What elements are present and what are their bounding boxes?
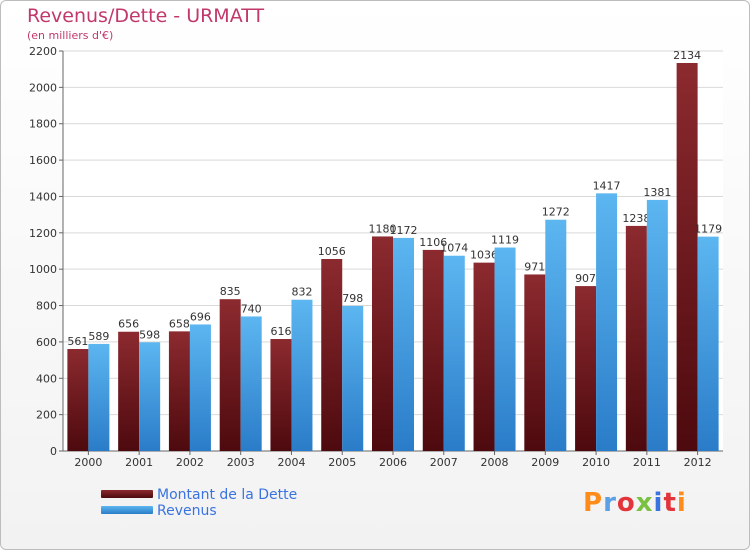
data-label-revenus: 1119 — [491, 234, 519, 247]
y-tick-label: 200 — [36, 409, 57, 422]
chart-title: Revenus/Dette - URMATT — [27, 5, 265, 27]
x-tick-label: 2000 — [74, 456, 102, 469]
bar-dette — [67, 349, 89, 451]
x-tick-label: 2007 — [430, 456, 458, 469]
proxiti-logo: Proxiti — [583, 488, 687, 518]
data-label-revenus: 598 — [139, 328, 160, 341]
data-label-dette: 616 — [270, 325, 291, 338]
y-tick-label: 400 — [36, 372, 57, 385]
logo-letter: t — [663, 488, 677, 518]
bar-dette — [422, 249, 444, 451]
data-label-dette: 907 — [575, 272, 596, 285]
data-label-revenus: 589 — [88, 330, 109, 343]
y-tick-label: 2200 — [29, 45, 57, 58]
data-label-revenus: 1074 — [440, 242, 468, 255]
data-label-revenus: 1172 — [390, 224, 418, 237]
y-tick-label: 0 — [50, 445, 57, 458]
bar-revenus — [291, 299, 313, 451]
bar-dette — [118, 331, 140, 451]
data-label-dette: 1238 — [622, 212, 650, 225]
bar-dette — [372, 236, 393, 451]
logo-letter: o — [616, 488, 636, 518]
bar-revenus — [443, 255, 465, 451]
data-label-dette: 1106 — [419, 236, 447, 249]
data-label-dette: 2134 — [673, 49, 701, 62]
legend-swatch-dette — [101, 490, 153, 498]
y-tick-label: 1800 — [29, 118, 57, 131]
data-label-dette: 1036 — [470, 249, 498, 262]
x-tick-label: 2006 — [379, 456, 407, 469]
data-label-revenus: 696 — [190, 310, 211, 323]
bar-revenus — [189, 324, 211, 451]
bar-dette — [321, 259, 343, 451]
data-label-dette: 835 — [220, 285, 241, 298]
bar-revenus — [545, 219, 567, 451]
x-tick-label: 2012 — [684, 456, 712, 469]
data-label-dette: 1180 — [369, 222, 397, 235]
y-tick-label: 800 — [36, 300, 57, 313]
bar-revenus — [342, 305, 364, 451]
bar-dette — [219, 299, 241, 451]
logo-letter: P — [583, 488, 604, 518]
bar-dette — [270, 339, 292, 451]
x-tick-label: 2001 — [125, 456, 153, 469]
y-tick-label: 1600 — [29, 154, 57, 167]
bar-dette — [625, 225, 647, 451]
bar-dette — [168, 331, 190, 451]
data-label-dette: 561 — [67, 335, 88, 348]
x-tick-label: 2004 — [277, 456, 305, 469]
logo-letter: i — [676, 488, 687, 518]
data-label-dette: 658 — [169, 317, 190, 330]
y-tick-label: 1200 — [29, 227, 57, 240]
data-label-revenus: 1381 — [643, 186, 671, 199]
logo-letter: x — [635, 488, 654, 518]
data-label-dette: 1056 — [318, 245, 346, 258]
bar-revenus — [393, 237, 414, 451]
y-tick-label: 2000 — [29, 81, 57, 94]
data-label-dette: 971 — [524, 260, 545, 273]
legend-label-dette: Montant de la Dette — [157, 487, 298, 503]
data-label-revenus: 1417 — [593, 179, 621, 192]
x-tick-label: 2009 — [531, 456, 559, 469]
data-label-revenus: 832 — [291, 286, 312, 299]
data-label-revenus: 740 — [241, 302, 262, 315]
data-label-revenus: 798 — [342, 292, 363, 305]
data-label-dette: 656 — [118, 318, 139, 331]
bar-revenus — [697, 236, 719, 451]
legend-label-revenus: Revenus — [157, 503, 217, 519]
y-tick-label: 600 — [36, 336, 57, 349]
bar-dette — [575, 286, 597, 451]
bar-dette — [473, 262, 495, 451]
bar-revenus — [139, 342, 161, 451]
x-tick-label: 2008 — [481, 456, 509, 469]
bar-revenus — [646, 199, 668, 451]
x-tick-label: 2011 — [633, 456, 661, 469]
data-label-revenus: 1272 — [542, 206, 570, 219]
bar-revenus — [240, 316, 262, 451]
legend-swatch-revenus — [101, 506, 153, 514]
chart-subtitle: (en milliers d'€) — [27, 29, 114, 42]
bar-revenus — [494, 247, 516, 451]
bar-revenus — [88, 343, 110, 451]
data-label-revenus: 1179 — [694, 223, 722, 236]
x-tick-label: 2005 — [328, 456, 356, 469]
x-tick-label: 2003 — [227, 456, 255, 469]
y-tick-label: 1000 — [29, 263, 57, 276]
bar-revenus — [596, 193, 618, 451]
bar-dette — [676, 63, 698, 451]
y-tick-label: 1400 — [29, 190, 57, 203]
logo-letter: r — [603, 488, 617, 518]
logo-letter: i — [653, 488, 664, 518]
x-tick-label: 2010 — [582, 456, 610, 469]
bar-dette — [524, 274, 546, 451]
x-tick-label: 2002 — [176, 456, 204, 469]
